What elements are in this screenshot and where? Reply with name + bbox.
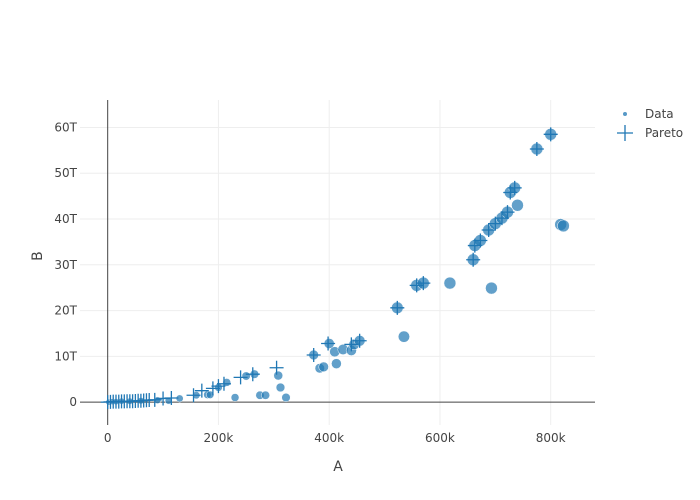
data-point xyxy=(206,390,215,399)
x-tick-label: 400k xyxy=(314,431,344,445)
pareto-point xyxy=(321,336,336,351)
pareto-point xyxy=(194,383,209,398)
legend-item-data[interactable]: Data xyxy=(623,107,674,121)
legend[interactable]: Data Pareto xyxy=(617,107,683,141)
pareto-point xyxy=(409,278,424,293)
pareto-point xyxy=(543,127,558,142)
pareto-point xyxy=(416,276,431,291)
pareto-point xyxy=(269,360,284,375)
y-axis-title: B xyxy=(30,251,46,261)
grid xyxy=(80,100,595,425)
pareto-point xyxy=(216,376,231,391)
pareto-point xyxy=(147,392,162,407)
pareto-point xyxy=(507,180,522,195)
data-point xyxy=(230,393,240,402)
data-point xyxy=(318,361,329,373)
data-point xyxy=(281,392,291,403)
pareto-point xyxy=(466,252,481,267)
data-point xyxy=(241,371,251,381)
legend-item-pareto[interactable]: Pareto xyxy=(617,125,683,141)
pareto-points xyxy=(100,127,558,410)
pareto-point xyxy=(233,370,248,385)
data-point xyxy=(443,276,457,290)
zero-lines xyxy=(80,100,595,425)
data-point xyxy=(398,330,410,343)
legend-data-marker xyxy=(623,112,627,116)
pareto-point xyxy=(473,233,488,248)
pareto-point xyxy=(529,141,544,156)
pareto-point xyxy=(500,205,515,220)
y-tick-label: 60T xyxy=(54,120,77,134)
data-point xyxy=(485,281,498,295)
data-point xyxy=(261,390,270,400)
pareto-point xyxy=(245,367,260,382)
data-point xyxy=(275,382,286,393)
x-axis-title: A xyxy=(333,459,343,475)
pareto-point xyxy=(164,390,179,405)
x-tick-label: 200k xyxy=(204,431,234,445)
pareto-point xyxy=(494,211,509,226)
pareto-point xyxy=(390,300,405,315)
pareto-point xyxy=(352,333,367,348)
pareto-point xyxy=(344,337,359,352)
x-tick-label: 800k xyxy=(536,431,566,445)
y-tick-label: 50T xyxy=(54,166,77,180)
legend-pareto-marker xyxy=(617,125,633,141)
pareto-point xyxy=(306,347,321,362)
y-tick-label: 0 xyxy=(69,395,77,409)
data-point xyxy=(511,199,524,212)
pareto-point xyxy=(211,379,226,394)
data-point xyxy=(273,370,283,381)
pareto-point xyxy=(186,388,201,403)
data-point xyxy=(331,358,342,369)
legend-pareto-label: Pareto xyxy=(645,126,683,140)
y-tick-label: 10T xyxy=(54,349,77,363)
pareto-point xyxy=(488,216,503,231)
data-points xyxy=(105,128,570,406)
x-tick-label: 600k xyxy=(425,431,455,445)
pareto-point xyxy=(481,223,496,237)
pareto-point xyxy=(205,381,220,396)
legend-data-label: Data xyxy=(645,107,674,121)
y-tick-label: 30T xyxy=(54,258,77,272)
y-tick-label: 40T xyxy=(54,212,77,226)
x-axis-ticks: 0 200k 400k 600k 800k xyxy=(104,431,566,445)
x-tick-label: 0 xyxy=(104,431,112,445)
y-axis-ticks: 0 10T 20T 30T 40T 50T 60T xyxy=(54,120,77,409)
y-tick-label: 20T xyxy=(54,304,77,318)
data-point xyxy=(557,219,570,233)
